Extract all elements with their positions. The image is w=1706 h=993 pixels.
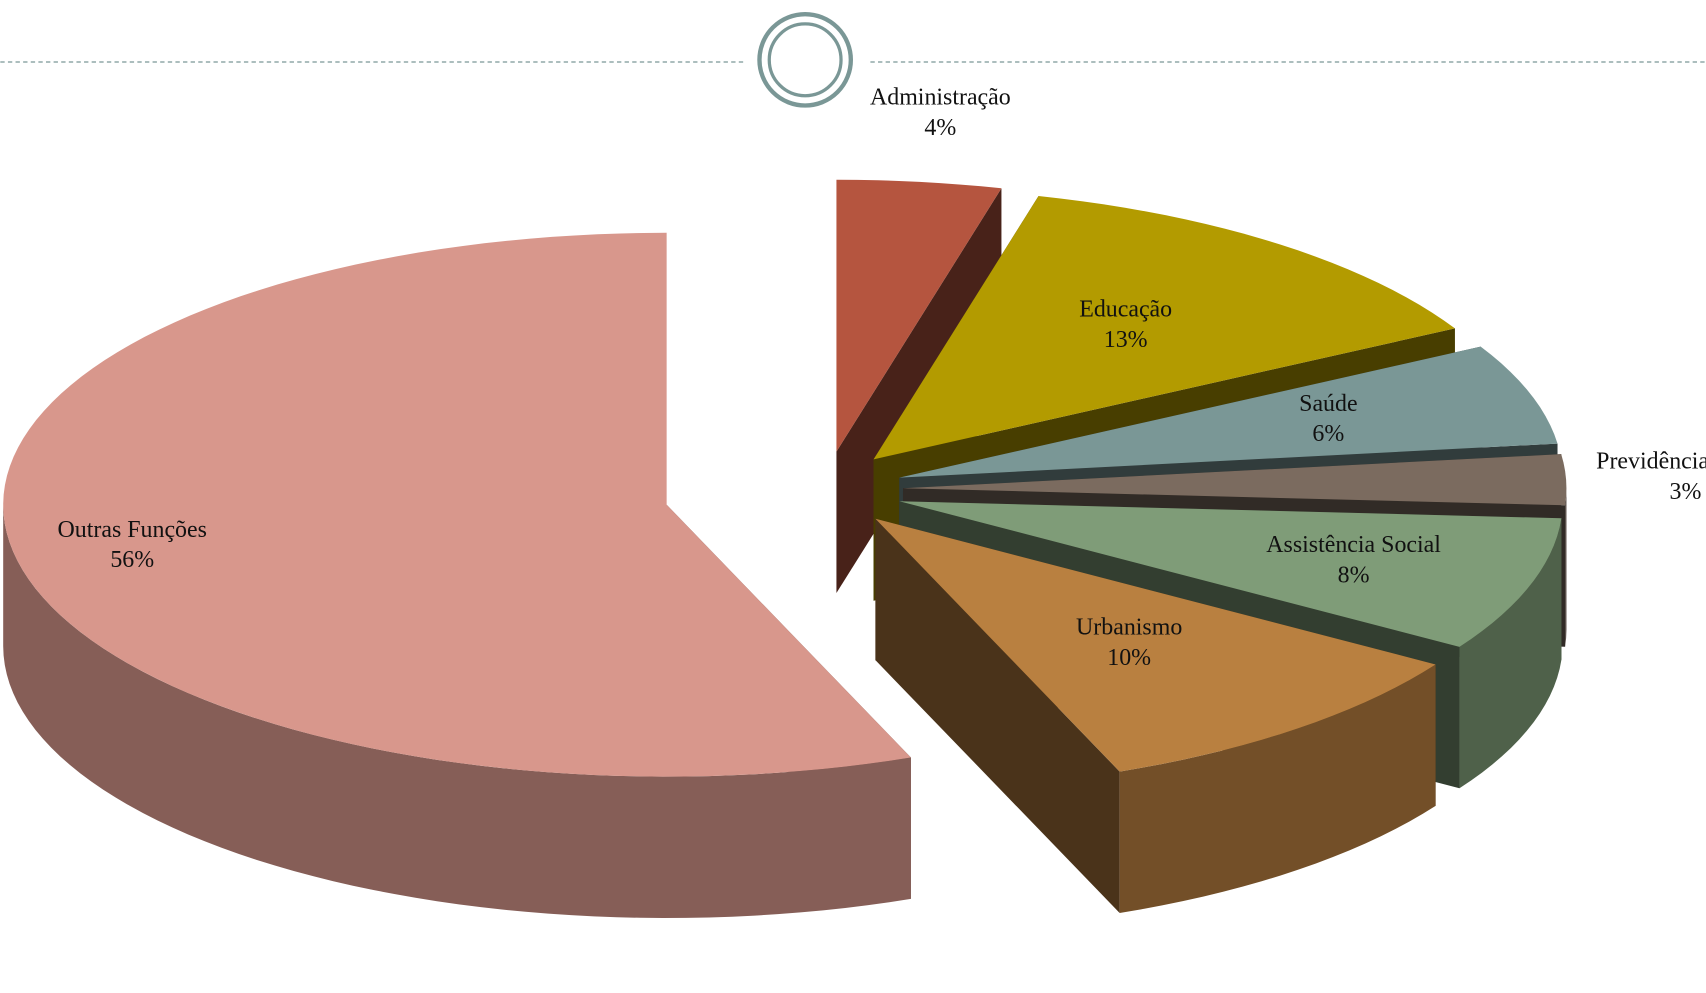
slice-label: Previdência Social xyxy=(1596,448,1706,474)
slice-label: Urbanismo xyxy=(1076,615,1182,641)
slice-wall xyxy=(3,504,911,919)
slice-label: Administração xyxy=(870,85,1011,111)
slice-value-label: 8% xyxy=(1338,562,1370,588)
pie-slice xyxy=(875,518,1436,772)
pie-slice xyxy=(873,195,1455,460)
header-decoration xyxy=(0,11,1706,108)
slice-side xyxy=(875,518,1120,913)
labels: Administração 4% Educação 13% Saúde 6% Previdê… xyxy=(58,85,1706,671)
slice-label: Saúde xyxy=(1299,391,1357,417)
pie-slice xyxy=(899,346,1558,478)
slice-label: Outras Funções xyxy=(58,517,207,543)
pie-slice xyxy=(899,501,1562,647)
slice-wall xyxy=(1565,488,1567,647)
slice-value-label: 3% xyxy=(1670,479,1702,505)
slice-value-label: 56% xyxy=(110,547,154,573)
slice-value-label: 13% xyxy=(1104,327,1148,353)
ornament xyxy=(757,11,854,108)
ornament xyxy=(767,22,843,98)
slice-label: Assistência Social xyxy=(1266,532,1441,558)
slice-wall xyxy=(1119,664,1436,913)
pie-slice xyxy=(902,454,1567,506)
pie-slice xyxy=(836,179,1002,452)
slice-value-label: 4% xyxy=(924,115,956,141)
slice-wall xyxy=(1459,518,1562,789)
slice-label: Educação xyxy=(1079,296,1172,322)
slice-value-label: 10% xyxy=(1107,645,1151,671)
slice-value-label: 6% xyxy=(1312,421,1344,447)
pie-slice xyxy=(3,232,911,777)
slice-tops xyxy=(3,179,1567,777)
